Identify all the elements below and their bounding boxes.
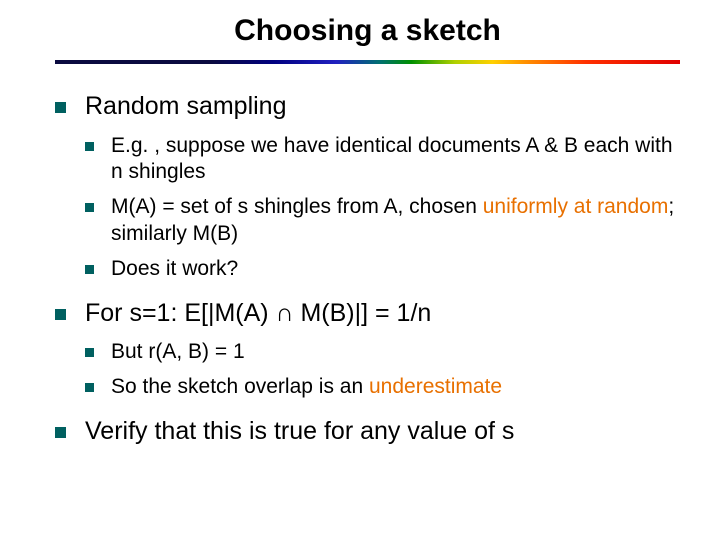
bullet-2a: But r(A, B) = 1 [85, 339, 680, 366]
bullet-3: Verify that this is true for any value o… [55, 415, 680, 448]
highlight-uniformly: uniformly at random [483, 195, 669, 218]
bullet-3-text: Verify that this is true for any value o… [85, 417, 514, 445]
bullet-1-sublist: E.g. , suppose we have identical documen… [85, 133, 680, 283]
bullet-1c: Does it work? [85, 256, 680, 283]
bullet-1: Random sampling E.g. , suppose we have i… [55, 90, 680, 283]
bullet-2-sublist: But r(A, B) = 1 So the sketch overlap is… [85, 339, 680, 401]
bullet-2b: So the sketch overlap is an underestimat… [85, 374, 680, 401]
bullet-list: Random sampling E.g. , suppose we have i… [55, 90, 680, 448]
slide: Choosing a sketch Random sampling E.g. ,… [0, 0, 720, 540]
title-underline [55, 60, 680, 64]
bullet-2: For s=1: E[|M(A) ∩ M(B)|] = 1/n But r(A,… [55, 297, 680, 401]
bullet-1a: E.g. , suppose we have identical documen… [85, 133, 680, 187]
highlight-underestimate: underestimate [369, 375, 502, 398]
bullet-2-text: For s=1: E[|M(A) ∩ M(B)|] = 1/n [85, 299, 431, 327]
slide-title: Choosing a sketch [55, 14, 680, 48]
bullet-1-text: Random sampling [85, 92, 287, 120]
bullet-1b: M(A) = set of s shingles from A, chosen … [85, 194, 680, 248]
